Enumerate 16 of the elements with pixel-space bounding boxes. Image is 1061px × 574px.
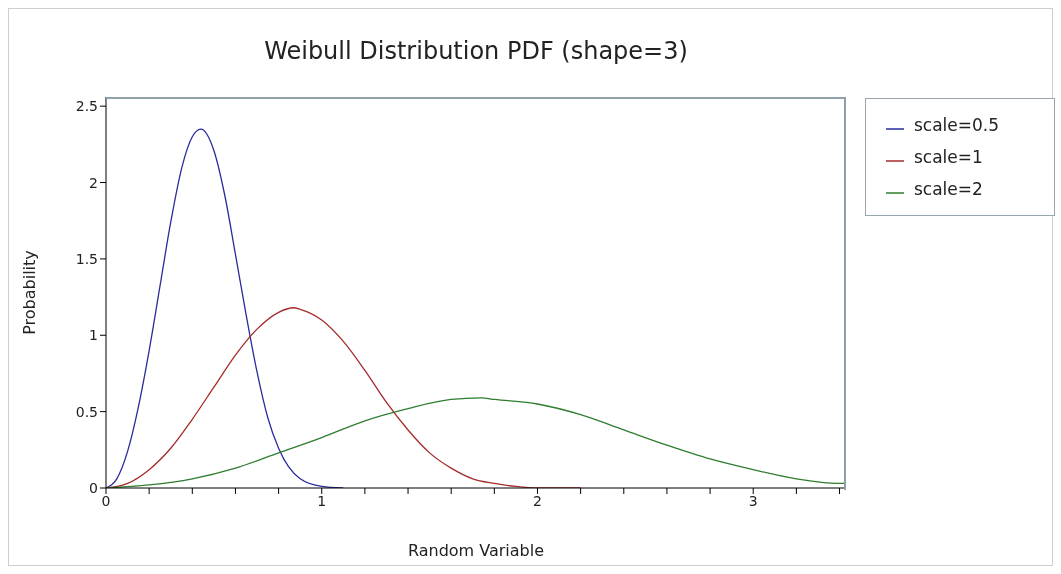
x-axis-title: Random Variable [407, 541, 545, 560]
x-tick-label: 3 [748, 492, 758, 509]
x-tick-label: 2 [533, 492, 542, 509]
x-tick-label: 1 [317, 492, 327, 509]
legend-label: scale=1 [914, 147, 983, 167]
legend-label: scale=0.5 [914, 115, 1000, 135]
y-axis-title: Probability [19, 250, 39, 335]
y-tick-label: 2.5 [75, 98, 98, 115]
legend-label: scale=2 [914, 179, 983, 199]
y-tick-label: 1.5 [75, 250, 98, 267]
y-tick-label: 1 [89, 327, 98, 344]
chart-title: Weibull Distribution PDF (shape=3) [263, 37, 689, 65]
y-tick-label: 0 [89, 479, 98, 496]
x-tick-label: 0 [101, 492, 111, 509]
y-tick-label: 2 [89, 174, 98, 191]
y-tick-label: 0.5 [75, 403, 98, 420]
